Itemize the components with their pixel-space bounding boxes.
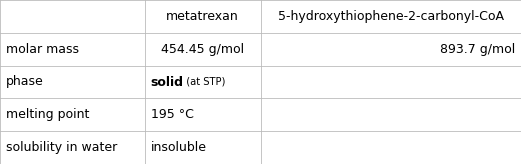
Text: melting point: melting point xyxy=(6,108,90,121)
Text: 454.45 g/mol: 454.45 g/mol xyxy=(161,43,244,56)
Text: 893.7 g/mol: 893.7 g/mol xyxy=(440,43,515,56)
Text: metatrexan: metatrexan xyxy=(166,10,239,23)
Text: solubility in water: solubility in water xyxy=(6,141,117,154)
Text: solid: solid xyxy=(151,75,184,89)
Text: (at STP): (at STP) xyxy=(180,77,225,87)
Text: 5-hydroxythiophene-2-carbonyl-CoA: 5-hydroxythiophene-2-carbonyl-CoA xyxy=(278,10,504,23)
Text: phase: phase xyxy=(6,75,44,89)
Text: insoluble: insoluble xyxy=(151,141,207,154)
Text: 195 °C: 195 °C xyxy=(151,108,194,121)
Text: molar mass: molar mass xyxy=(6,43,79,56)
